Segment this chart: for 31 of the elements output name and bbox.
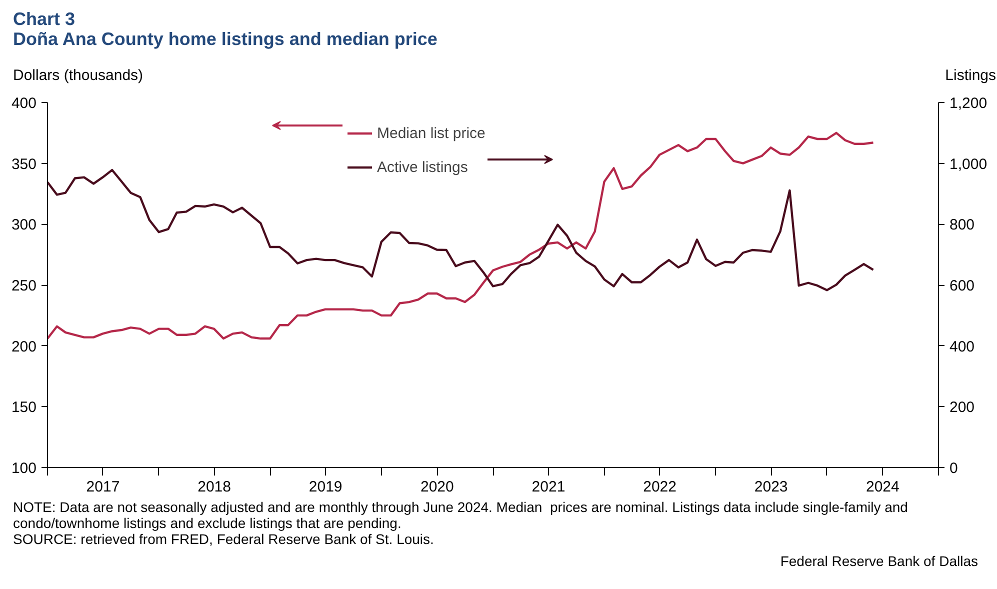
y2-tick-label: 600	[950, 278, 975, 294]
x-tick-label: 2021	[532, 478, 566, 496]
x-tick-label: 2020	[420, 478, 454, 496]
source-note: SOURCE: retrieved from FRED, Federal Reserve Bank of St. Louis.	[13, 531, 435, 547]
y-tick-label: 400	[11, 95, 37, 112]
x-tick-label: 2024	[866, 478, 900, 496]
y2-tick-label: 400	[950, 338, 975, 356]
y-axis-title: Dollars (thousands)	[13, 66, 144, 86]
legend-label: Median list price	[377, 124, 486, 142]
text: Federal Reserve Bank of Dallas	[779, 552, 979, 571]
y2-tick-label: 1,200	[950, 95, 988, 112]
y2-tick-label: 200	[950, 399, 975, 416]
y-tick-label: 200	[11, 338, 37, 356]
text: NOTE: Data are not seasonally adjusted and are monthly through June 2024. Median prices are nominal. Listings data include single-family and condo/townhome listings and exclude listings that are pending.	[13, 499, 909, 531]
y2-axis-title: Listings	[945, 66, 996, 86]
chart-subtitle: Doña Ana County home listings and median price	[13, 29, 438, 49]
y-tick-label: 100	[11, 460, 37, 477]
x-tick-label: 2022	[643, 478, 676, 496]
y2-tick-label: 1,000	[950, 156, 988, 173]
y-tick-label: 150	[11, 399, 37, 416]
x-tick-label: 2017	[86, 478, 120, 496]
x-tick-label: 2019	[308, 478, 342, 496]
y-tick-label: 250	[11, 278, 37, 294]
y2-tick-label: 800	[950, 216, 975, 234]
y2-tick-label: 0	[950, 460, 958, 477]
chart-title: Chart 3	[13, 9, 76, 29]
x-tick-label: 2018	[198, 478, 231, 496]
y-tick-label: 350	[11, 156, 37, 173]
y-tick-label: 300	[11, 216, 37, 234]
x-tick-label: 2023	[754, 478, 788, 496]
legend-label: Active listings	[377, 158, 468, 176]
